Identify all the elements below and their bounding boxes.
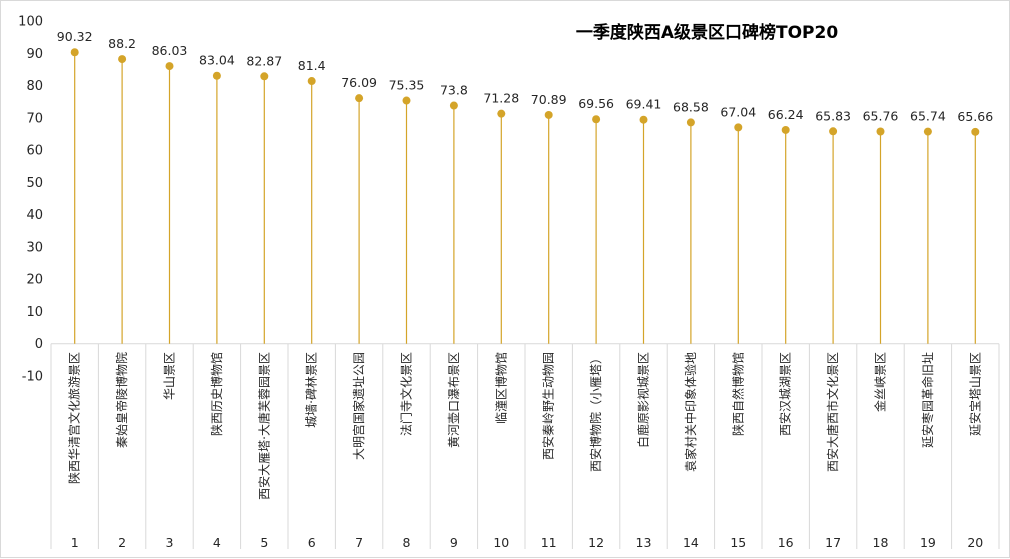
y-tick-label: 70 — [26, 111, 43, 126]
data-label: 71.28 — [483, 91, 519, 106]
rank-number: 19 — [920, 535, 936, 550]
y-axis: -10 0 10 20 30 40 50 60 70 80 90 100 — [18, 15, 43, 385]
category-label: 白鹿原影视城景区 — [636, 352, 651, 448]
category-label: 西安汉城湖景区 — [778, 352, 793, 436]
data-label: 70.89 — [531, 92, 567, 107]
data-label: 73.8 — [440, 83, 468, 98]
rank-number: 8 — [403, 535, 411, 550]
rank-number: 12 — [588, 535, 604, 550]
rank-number: 18 — [873, 535, 889, 550]
category-label: 西安秦岭野生动物园 — [541, 352, 556, 460]
rank-number: 4 — [213, 535, 221, 550]
category-label: 延安宝塔山景区 — [967, 352, 982, 436]
lollipop-dot — [876, 127, 885, 136]
category-label: 西安大雁塔·大唐芙蓉园景区 — [256, 352, 271, 500]
rank-number: 6 — [308, 535, 316, 550]
category-label: 陕西自然博物馆 — [730, 352, 745, 436]
lollipop-dot — [118, 55, 127, 64]
y-tick-label: -10 — [22, 370, 43, 385]
category-label: 西安大唐西市文化景区 — [825, 352, 840, 472]
rank-number: 3 — [166, 535, 174, 550]
y-tick-label: 60 — [26, 144, 43, 159]
data-label: 81.4 — [298, 58, 326, 73]
lollipop-dot — [686, 118, 695, 127]
lollipop-dot — [829, 127, 838, 136]
y-tick-label: 50 — [26, 176, 43, 191]
lollipop-dot — [355, 94, 364, 103]
lollipop-dot — [923, 127, 932, 136]
y-tick-label: 0 — [35, 337, 43, 352]
rank-number: 17 — [825, 535, 841, 550]
rank-number: 15 — [730, 535, 746, 550]
lollipop-dot — [70, 48, 79, 57]
rank-number: 14 — [683, 535, 699, 550]
data-label: 65.83 — [815, 108, 851, 123]
lollipop-dot — [544, 110, 553, 119]
y-tick-label: 100 — [18, 15, 43, 30]
lollipop-dot — [971, 127, 980, 136]
category-label: 法门寺文化景区 — [399, 352, 414, 436]
lollipop-dot — [212, 71, 221, 80]
y-tick-label: 10 — [26, 305, 43, 320]
lollipop-dot — [734, 123, 743, 132]
data-label: 69.41 — [626, 97, 662, 112]
category-label: 陕西历史博物馆 — [209, 352, 224, 436]
category-label: 大明宫国家遗址公园 — [351, 352, 366, 460]
y-tick-label: 20 — [26, 273, 43, 288]
category-label: 城墙·碑林景区 — [304, 352, 319, 428]
lollipop-dot — [449, 101, 458, 110]
lollipop-dot — [260, 72, 269, 81]
category-label: 秦始皇帝陵博物院 — [114, 352, 129, 448]
rank-number: 10 — [493, 535, 509, 550]
lollipop-dot — [592, 115, 601, 124]
rank-number: 11 — [541, 535, 557, 550]
category-label: 袁家村关中印象体验地 — [683, 352, 698, 472]
plot-area: 90.32 88.2 86.03 83.04 82.87 81.4 76.09 75.35 73… — [51, 29, 999, 345]
data-label: 82.87 — [246, 53, 282, 68]
lollipop-dot — [497, 109, 506, 118]
rank-number: 7 — [355, 535, 363, 550]
y-tick-label: 80 — [26, 79, 43, 94]
category-label: 金丝峡景区 — [873, 352, 888, 412]
lollipop-dot — [639, 115, 648, 124]
lollipop-dot — [402, 96, 411, 105]
rank-number: 20 — [967, 535, 983, 550]
data-label: 75.35 — [389, 78, 425, 93]
data-label: 66.24 — [768, 107, 804, 122]
data-label: 88.2 — [108, 36, 136, 51]
lollipop-dot — [165, 62, 174, 71]
lollipop-dot — [781, 125, 790, 134]
data-label: 65.66 — [957, 109, 993, 124]
data-label: 90.32 — [57, 29, 93, 44]
category-label: 陕西华清宫文化旅游景区 — [67, 352, 82, 484]
lollipop-dot — [307, 77, 316, 86]
data-label: 65.74 — [910, 109, 946, 124]
data-label: 86.03 — [152, 43, 188, 58]
data-label: 65.76 — [863, 109, 899, 124]
data-label: 68.58 — [673, 99, 709, 114]
category-label: 黄河壶口瀑布景区 — [446, 352, 461, 448]
category-label: 临潼区博物馆 — [493, 352, 508, 424]
y-tick-label: 40 — [26, 208, 43, 223]
data-label: 83.04 — [199, 53, 235, 68]
rank-number: 2 — [118, 535, 126, 550]
rank-number: 9 — [450, 535, 458, 550]
rank-number: 1 — [71, 535, 79, 550]
data-label: 69.56 — [578, 96, 614, 111]
category-label: 华山景区 — [163, 352, 177, 400]
y-tick-label: 30 — [26, 240, 43, 255]
category-label: 延安枣园革命旧址 — [920, 352, 935, 448]
chart-title: 一季度陕西A级景区口碑榜TOP20 — [576, 22, 838, 43]
data-label: 76.09 — [341, 75, 377, 90]
data-label: 67.04 — [720, 104, 756, 119]
rank-number: 16 — [778, 535, 794, 550]
category-label: 西安博物院（小雁塔） — [588, 352, 603, 472]
rank-number: 13 — [636, 535, 652, 550]
rank-number: 5 — [260, 535, 268, 550]
category-table: 陕西华清宫文化旅游景区 1 秦始皇帝陵博物院 2 华山景区 3 陕西历史博物馆 4 西安大雁塔·… — [50, 343, 1000, 550]
y-tick-label: 90 — [26, 47, 43, 62]
